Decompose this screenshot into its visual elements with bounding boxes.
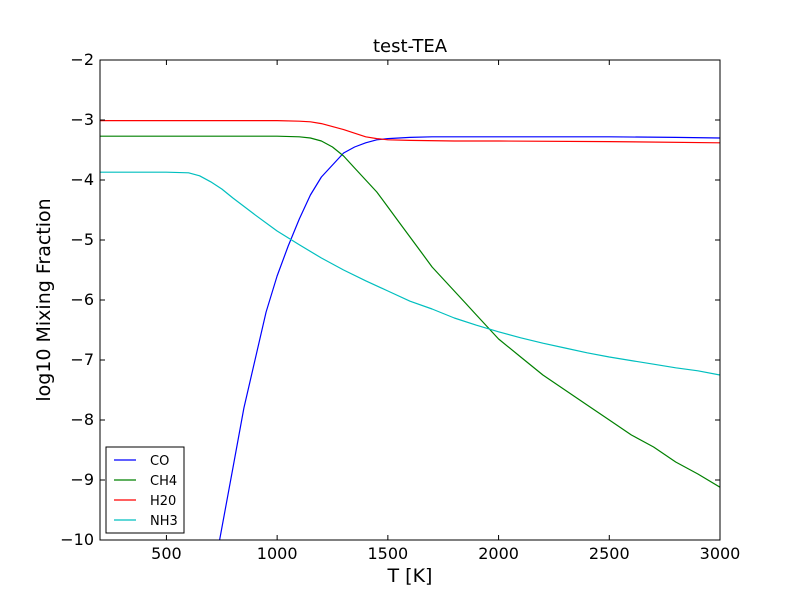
y-tick-label: −3	[70, 110, 94, 129]
legend-label-nh3: NH3	[150, 514, 178, 529]
series-line-co	[219, 136, 720, 540]
x-tick-label: 3000	[700, 544, 741, 563]
x-tick-label: 2000	[478, 544, 519, 563]
y-tick-label: −6	[70, 290, 94, 309]
x-tick-label: 500	[151, 544, 182, 563]
x-axis-title: T [K]	[387, 565, 433, 587]
y-tick-label: −10	[60, 530, 94, 549]
series-line-ch4	[100, 135, 720, 488]
legend-label-h20: H20	[150, 494, 176, 509]
chart-title: test-TEA	[373, 36, 448, 57]
plot-area	[100, 60, 720, 540]
series-line-nh3	[100, 171, 720, 376]
y-tick-label: −8	[70, 410, 94, 429]
y-tick-label: −5	[70, 230, 94, 249]
x-tick-label: 1500	[367, 544, 408, 563]
y-tick-label: −9	[70, 470, 94, 489]
y-axis-title: log10 Mixing Fraction	[33, 198, 55, 401]
legend: CO CH4 H20 NH3	[105, 446, 185, 534]
series-layer	[100, 119, 720, 540]
series-line-h20	[100, 119, 720, 144]
legend-label-co: CO	[150, 454, 169, 469]
x-axis: 500 1000 1500 2000 2500 3000	[151, 60, 740, 563]
x-tick-label: 1000	[257, 544, 298, 563]
y-tick-label: −7	[70, 350, 94, 369]
legend-items: CO CH4 H20 NH3	[114, 454, 178, 529]
legend-box	[105, 446, 185, 534]
x-tick-label: 2500	[589, 544, 630, 563]
y-axis: −10 −9 −8 −7 −6 −5 −4 −3 −2	[60, 50, 720, 549]
y-tick-label: −2	[70, 50, 94, 69]
legend-label-ch4: CH4	[150, 474, 177, 489]
y-tick-label: −4	[70, 170, 94, 189]
